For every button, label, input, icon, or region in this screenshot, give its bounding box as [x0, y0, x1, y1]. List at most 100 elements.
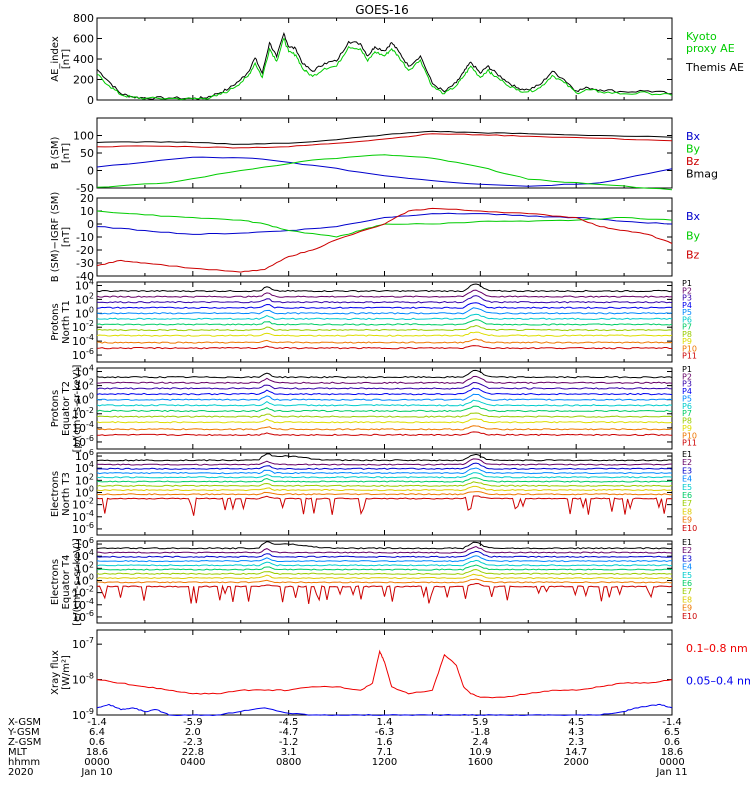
series-line-kyoto-proxy-ae — [96, 37, 673, 101]
legend-label: E10 — [682, 612, 697, 621]
x-cell: 5.9 — [472, 717, 488, 728]
legend-label: E7 — [682, 587, 692, 596]
y-axis-label: [nT] — [61, 49, 72, 69]
series-line-e5 — [96, 472, 673, 479]
x-row-label: 2020 — [8, 767, 33, 778]
x-cell: 4.5 — [568, 717, 584, 728]
y-axis-label: Protons — [50, 390, 61, 427]
series-line-p1 — [96, 369, 673, 379]
x-cell: 3.1 — [281, 747, 297, 758]
y-tick-label: -40 — [76, 270, 94, 283]
legend-label: P6 — [682, 315, 692, 324]
series-line-e4 — [96, 555, 673, 563]
x-cell: -1.4 — [662, 717, 682, 728]
legend-label: E3 — [682, 554, 692, 563]
x-cell: 0000 — [659, 757, 684, 768]
x-cell: 18.6 — [661, 747, 683, 758]
series-line-by — [96, 210, 673, 238]
legend-label: P1 — [682, 365, 692, 374]
y-tick-label: 10-2 — [72, 319, 94, 334]
legend-label: P9 — [682, 337, 692, 346]
legend-label: Bx — [686, 210, 701, 223]
y-axis-label: Protons — [50, 303, 61, 340]
x-row-label: hhmm — [8, 757, 40, 768]
legend-label: P8 — [682, 330, 692, 339]
y-tick-label: 200 — [73, 74, 94, 87]
series-line-e4 — [96, 467, 673, 475]
legend-label: E10 — [682, 524, 697, 533]
y-tick-label: -10 — [76, 231, 94, 244]
series-line-p11 — [96, 345, 673, 350]
legend-label: P11 — [682, 352, 697, 361]
y-tick-label: -30 — [76, 257, 94, 270]
series-line-p1 — [96, 283, 673, 293]
series-line-p7 — [96, 405, 672, 413]
y-axis-label: Xray flux — [50, 650, 61, 695]
legend-label: Kyoto — [686, 30, 717, 43]
y-axis-label: [W/m²] — [61, 655, 72, 690]
x-row-label: Y-GSM — [7, 727, 40, 738]
legend-label: P9 — [682, 424, 692, 433]
legend-label: P1 — [682, 279, 692, 288]
series-line-e9 — [96, 491, 673, 496]
y-axis-label: B (SM) — [50, 136, 61, 169]
x-cell: 1200 — [372, 757, 397, 768]
y-tick-label: 10-6 — [72, 347, 94, 362]
x-cell: 2.0 — [185, 727, 201, 738]
series-line-p8 — [96, 412, 673, 418]
series-line-p3 — [96, 295, 673, 304]
legend-label: Themis AE — [685, 61, 744, 74]
x-cell: 4.3 — [568, 727, 584, 738]
series-line-bz — [96, 207, 673, 273]
series-line-0-1-0-8-nm — [96, 649, 673, 699]
legend-label: E4 — [682, 475, 692, 484]
series-line-e5 — [96, 559, 673, 567]
legend-label: P2 — [682, 286, 692, 295]
legend-label: E2 — [682, 546, 692, 555]
y-tick-label: 0 — [87, 165, 94, 178]
legend-label: Bmag — [686, 168, 718, 181]
series-line-e9 — [96, 578, 672, 584]
y-axis-label: [e/(cm²-s-sr-keV)] — [72, 538, 83, 626]
x-cell: 2.3 — [568, 737, 584, 748]
series-line-e8 — [96, 573, 673, 580]
y-axis-label: Equator T4 — [61, 555, 72, 610]
x-cell: 7.1 — [377, 747, 393, 758]
x-row-label: X-GSM — [8, 717, 41, 728]
series-line-p8 — [96, 324, 673, 332]
legend-label: By — [686, 143, 701, 156]
panel-frame — [96, 197, 673, 277]
x-cell: -1.2 — [279, 737, 299, 748]
legend-label: P7 — [682, 323, 692, 332]
series-line-e1 — [96, 453, 673, 462]
legend-label: P4 — [682, 387, 692, 396]
y-tick-label: 50 — [80, 147, 94, 160]
y-tick-label: 10-8 — [72, 672, 94, 687]
x-cell: -4.7 — [279, 727, 299, 738]
y-tick-label: 10-4 — [72, 333, 94, 348]
series-line-e7 — [96, 481, 673, 487]
y-tick-label: -50 — [76, 182, 94, 195]
series-line-e8 — [96, 485, 673, 492]
chart-title: GOES-16 — [355, 3, 409, 17]
series-line-p9 — [96, 418, 673, 424]
series-line-e3 — [97, 462, 673, 470]
x-cell: 10.9 — [469, 747, 491, 758]
series-line-bz — [96, 133, 673, 149]
legend-label: By — [686, 229, 701, 242]
y-axis-label: Electrons — [50, 559, 61, 605]
legend-label: P6 — [682, 402, 692, 411]
panel-frame — [96, 367, 673, 450]
legend-label: E4 — [682, 563, 692, 572]
x-cell: 6.5 — [664, 727, 680, 738]
legend-label: P10 — [682, 431, 697, 440]
y-axis-label: North T3 — [61, 472, 72, 516]
x-cell: 22.8 — [182, 747, 204, 758]
series-line-p5 — [96, 307, 673, 315]
legend-label: P10 — [682, 344, 697, 353]
series-line-p2 — [97, 375, 673, 384]
